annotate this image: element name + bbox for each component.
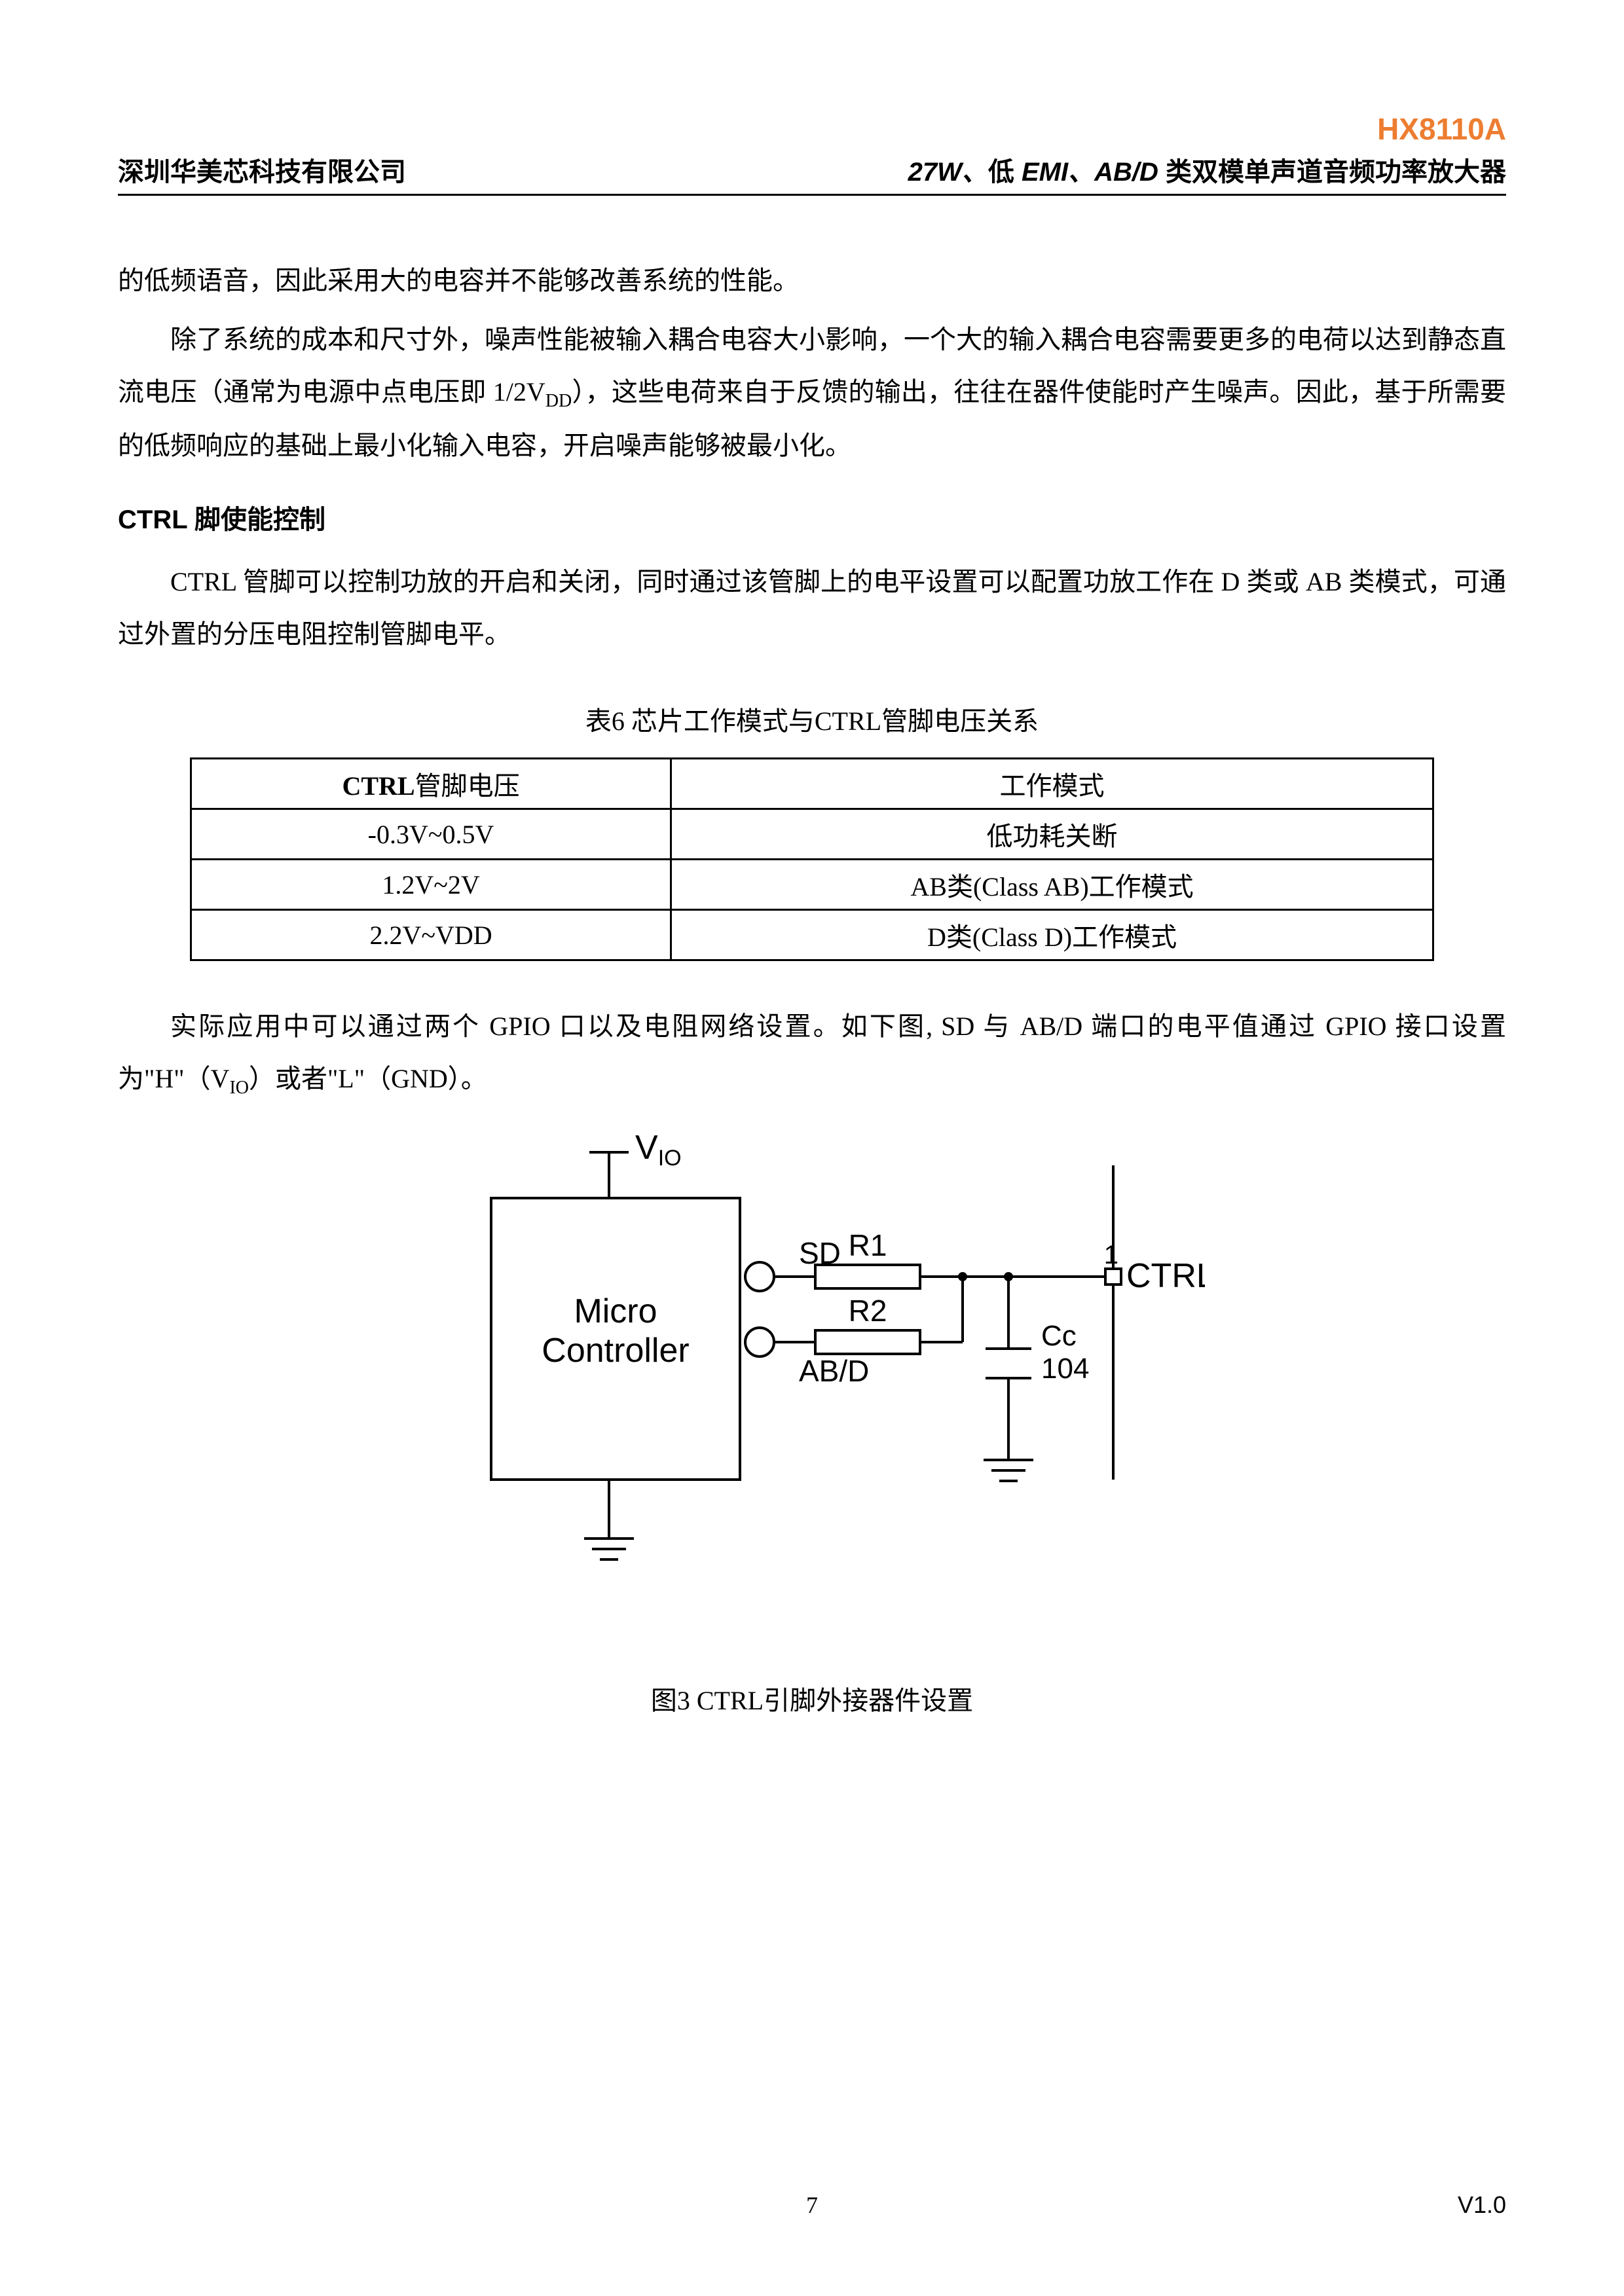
header-right: HX8110A 27W、低 EMI、AB/D 类双模单声道音频功率放大器 (908, 111, 1506, 189)
subtitle-emi: EMI、AB/D (1022, 158, 1166, 187)
p2-sub: DD (545, 391, 572, 411)
company-name: 深圳华美芯科技有限公司 (118, 151, 406, 189)
svg-text:Micro: Micro (574, 1292, 657, 1330)
svg-text:R1: R1 (849, 1228, 887, 1262)
table-cell: D类(Class D)工作模式 (671, 910, 1433, 960)
version: V1.0 (1458, 2191, 1506, 2219)
table-row: -0.3V~0.5V 低功耗关断 (191, 809, 1433, 860)
table-header-ctrl: CTRL管脚电压 (191, 759, 671, 809)
th-rest: 管脚电压 (415, 771, 520, 801)
figure3: MicroControllerVIOSDAB/DR1R2Cc1041CTRL (118, 1126, 1506, 1601)
svg-text:1: 1 (1104, 1241, 1118, 1269)
p4-b: ）或者"L"（GND）。 (249, 1064, 487, 1093)
paragraph-3: CTRL 管脚可以控制功放的开启和关闭，同时通过该管脚上的电平设置可以配置功放工… (118, 556, 1506, 661)
subtitle-low: 低 (988, 158, 1022, 187)
svg-text:VIO: VIO (635, 1129, 682, 1171)
table-cell: -0.3V~0.5V (191, 809, 671, 860)
paragraph-2: 除了系统的成本和尺寸外，噪声性能被输入耦合电容大小影响，一个大的输入耦合电容需要… (118, 314, 1506, 472)
svg-text:CTRL: CTRL (1126, 1257, 1205, 1295)
svg-text:Controller: Controller (542, 1332, 689, 1370)
table6: CTRL管脚电压 工作模式 -0.3V~0.5V 低功耗关断 1.2V~2V A… (190, 757, 1434, 961)
svg-text:Cc: Cc (1041, 1320, 1077, 1352)
table-header-mode: 工作模式 (671, 759, 1433, 809)
table-row: 2.2V~VDD D类(Class D)工作模式 (191, 910, 1433, 960)
schematic-svg: MicroControllerVIOSDAB/DR1R2Cc1041CTRL (419, 1126, 1205, 1597)
table-row: 1.2V~2V AB类(Class AB)工作模式 (191, 860, 1433, 910)
product-subtitle: 27W、低 EMI、AB/D 类双模单声道音频功率放大器 (908, 151, 1506, 189)
table-cell: AB类(Class AB)工作模式 (671, 860, 1433, 910)
svg-text:AB/D: AB/D (799, 1354, 869, 1388)
paragraph-1: 的低频语音，因此采用大的电容并不能够改善系统的性能。 (118, 255, 1506, 307)
table-cell: 低功耗关断 (671, 809, 1433, 860)
table-cell: 1.2V~2V (191, 860, 671, 910)
figure3-caption: 图3 CTRL引脚外接器件设置 (118, 1679, 1506, 1717)
p4-sub: IO (229, 1078, 249, 1098)
subtitle-rest: 类双模单声道音频功率放大器 (1166, 158, 1506, 187)
subtitle-prefix: 27W、 (908, 158, 988, 187)
page-header: 深圳华美芯科技有限公司 HX8110A 27W、低 EMI、AB/D 类双模单声… (118, 111, 1506, 196)
table6-caption: 表6 芯片工作模式与CTRL管脚电压关系 (118, 700, 1506, 738)
table-cell: 2.2V~VDD (191, 910, 671, 960)
section-title-ctrl: CTRL 脚使能控制 (118, 498, 1506, 536)
paragraph-4: 实际应用中可以通过两个 GPIO 口以及电阻网络设置。如下图, SD 与 AB/… (118, 1000, 1506, 1106)
table-row: CTRL管脚电压 工作模式 (191, 759, 1433, 809)
th-bold: CTRL (342, 771, 415, 801)
svg-text:R2: R2 (849, 1294, 887, 1328)
page-number: 7 (806, 2191, 818, 2219)
part-number: HX8110A (908, 111, 1506, 147)
svg-text:104: 104 (1041, 1353, 1089, 1385)
